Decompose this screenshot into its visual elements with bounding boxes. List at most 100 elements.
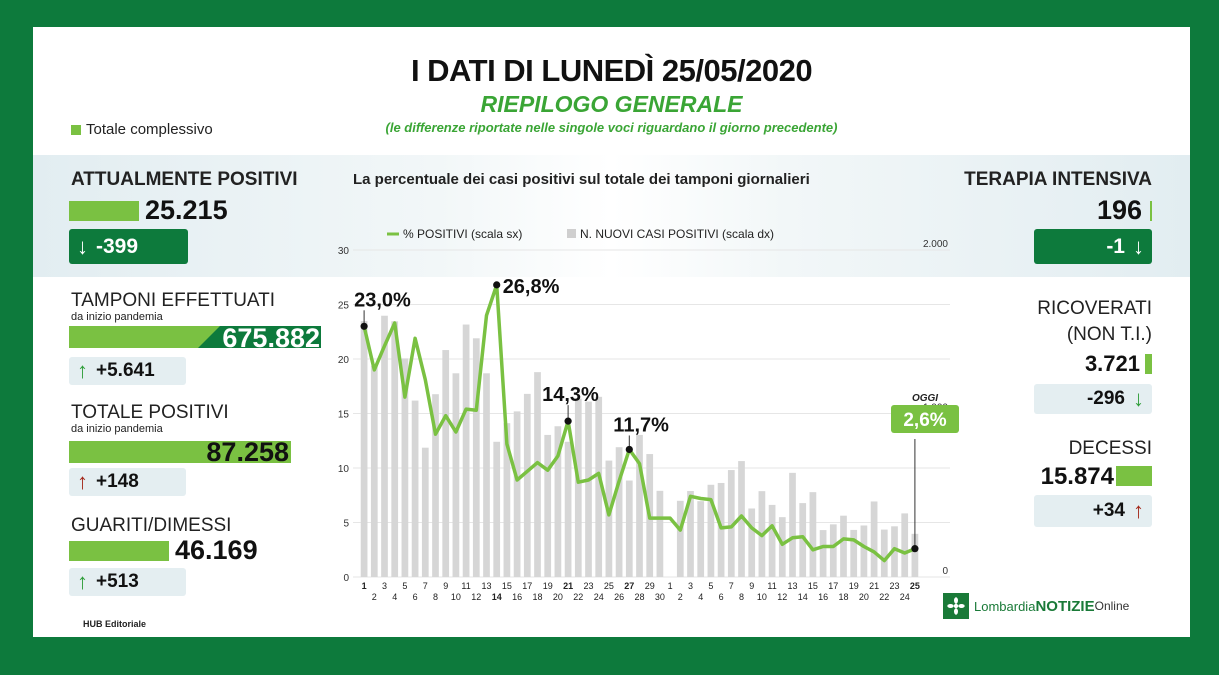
decessi-delta: +34 — [1092, 500, 1125, 521]
bar-new-cases — [605, 460, 613, 577]
bar-new-cases — [585, 401, 592, 577]
x-tick-label: 18 — [838, 592, 848, 602]
bar-new-cases — [625, 480, 633, 577]
bar-new-cases — [452, 373, 460, 577]
x-tick-label: 12 — [471, 592, 481, 602]
bar-new-cases — [809, 492, 817, 577]
x-tick-label: 9 — [749, 581, 754, 591]
legend-total-label: Totale complessivo — [86, 121, 213, 138]
attualmente-delta: -399 — [96, 234, 139, 258]
x-tick-label: 25 — [910, 581, 920, 591]
tamponi-sub: da inizio pandemia — [71, 311, 163, 323]
bar-new-cases — [636, 434, 643, 577]
bar-new-cases — [523, 393, 531, 577]
legend-line-label: % POSITIVI (scala sx) — [403, 227, 522, 241]
x-tick-label: 23 — [889, 581, 899, 591]
x-tick-label: 13 — [481, 581, 491, 591]
hub-editoriale: HUB Editoriale — [83, 619, 147, 629]
x-tick-label: 18 — [532, 592, 542, 602]
totale-delta: +148 — [96, 471, 139, 492]
bar-new-cases — [727, 470, 735, 577]
x-tick-label: 8 — [433, 592, 438, 602]
terapia-value: 196 — [1096, 195, 1142, 225]
arrow-up-icon: ↑ — [77, 469, 88, 494]
lombardia-logo-icon — [943, 593, 969, 619]
tamponi-value: 675.882 — [222, 323, 320, 353]
bar-new-cases — [911, 533, 919, 577]
attualmente-value: 25.215 — [145, 195, 228, 225]
x-tick-label: 8 — [739, 592, 744, 602]
bar-new-cases — [391, 321, 399, 577]
annotation-label: 2,6% — [903, 410, 946, 431]
x-tick-label: 28 — [634, 592, 644, 602]
guariti-delta-box: ↑ +513 — [69, 568, 186, 596]
x-tick-label: 30 — [655, 592, 665, 602]
bar-new-cases — [656, 490, 664, 577]
bar-new-cases — [564, 441, 572, 577]
x-tick-label: 29 — [645, 581, 655, 591]
logo-text-3: Online — [1094, 599, 1130, 613]
x-tick-label: 1 — [362, 581, 367, 591]
x-tick-label: 7 — [423, 581, 428, 591]
terapia-delta: -1 — [1106, 234, 1125, 258]
annotation-dot — [625, 445, 633, 454]
bar-new-cases — [483, 373, 490, 577]
x-tick-label: 2 — [372, 592, 377, 602]
bar-new-cases — [738, 461, 745, 577]
bar-new-cases — [880, 529, 888, 577]
arrow-down-icon: ↓ — [77, 233, 88, 259]
tamponi-label: TAMPONI EFFETTUATI — [71, 290, 276, 311]
x-tick-label: 20 — [859, 592, 869, 602]
bar-new-cases — [799, 503, 807, 577]
logo-text-1: Lombardia — [974, 598, 1036, 614]
annotation-dot — [564, 417, 572, 425]
annotation-dot — [493, 281, 501, 289]
x-tick-label: 5 — [402, 581, 407, 591]
bar-new-cases — [891, 526, 898, 577]
ricoverati-label: RICOVERATI — [1037, 298, 1152, 319]
bar-new-cases — [513, 411, 521, 577]
page-subtitle: RIEPILOGO GENERALE — [480, 91, 743, 117]
bar-new-cases — [554, 426, 562, 577]
x-tick-label: 22 — [573, 592, 583, 602]
infographic-panel: I DATI DI LUNEDÌ 25/05/2020 RIEPILOGO GE… — [33, 27, 1190, 637]
bar-new-cases — [829, 524, 837, 577]
tamponi-delta-box: ↑ +5.641 — [69, 357, 186, 385]
bar-new-cases — [574, 398, 582, 577]
totale-bar — [69, 441, 291, 463]
bar-new-cases — [676, 500, 684, 577]
bar-new-cases — [381, 315, 388, 577]
guariti-delta: +513 — [96, 571, 139, 592]
x-tick-label: 14 — [492, 592, 502, 602]
bar-new-cases — [615, 447, 623, 577]
x-tick-label: 15 — [808, 581, 818, 591]
ricoverati-delta-box: -296 ↓ — [1034, 384, 1152, 414]
y-tick-left: 30 — [338, 246, 350, 257]
x-tick-label: 25 — [604, 581, 614, 591]
bar-new-cases — [870, 501, 878, 577]
bar-new-cases — [778, 517, 786, 577]
bar-new-cases — [534, 372, 541, 577]
bar-new-cases — [360, 321, 368, 577]
decessi-value: 15.874 — [1040, 463, 1114, 490]
x-tick-label: 24 — [594, 592, 604, 602]
bar-new-cases — [840, 515, 847, 577]
x-tick-label: 3 — [688, 581, 693, 591]
x-tick-label: 6 — [413, 592, 418, 602]
attualmente-label: ATTUALMENTE POSITIVI — [71, 169, 298, 190]
legend-bar-swatch — [567, 229, 576, 238]
x-tick-label: 10 — [451, 592, 461, 602]
bar-new-cases — [860, 525, 868, 577]
totale-label: TOTALE POSITIVI — [71, 402, 229, 423]
annotation-label: 14,3% — [542, 384, 599, 406]
y-tick-right: 0 — [942, 566, 948, 577]
bar-new-cases — [850, 529, 858, 577]
x-tick-label: 11 — [767, 581, 776, 591]
bar-new-cases — [717, 482, 725, 577]
x-tick-label: 11 — [461, 581, 470, 591]
bar-new-cases — [370, 365, 378, 577]
x-tick-label: 16 — [818, 592, 828, 602]
x-tick-label: 10 — [757, 592, 767, 602]
decessi-label: DECESSI — [1068, 438, 1152, 459]
x-tick-label: 19 — [543, 581, 553, 591]
